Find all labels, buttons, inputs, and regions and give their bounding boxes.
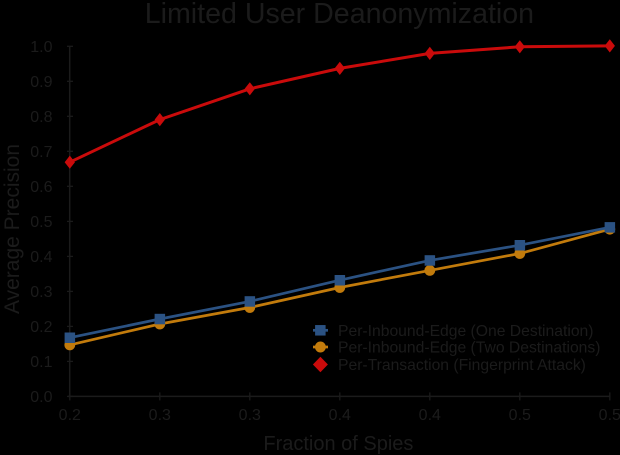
- svg-text:0.3: 0.3: [149, 407, 171, 424]
- svg-text:0.9: 0.9: [30, 74, 52, 91]
- svg-text:Limited User Deanonymization: Limited User Deanonymization: [145, 0, 534, 30]
- svg-text:0.8: 0.8: [30, 109, 52, 126]
- svg-text:0.5: 0.5: [30, 214, 52, 231]
- svg-text:0.5: 0.5: [509, 407, 531, 424]
- svg-text:Fraction of Spies: Fraction of Spies: [263, 433, 413, 455]
- svg-text:1.0: 1.0: [30, 39, 52, 56]
- svg-text:0.7: 0.7: [30, 144, 52, 161]
- svg-text:0.0: 0.0: [30, 389, 52, 406]
- svg-text:Per-Inbound-Edge (One Destinat: Per-Inbound-Edge (One Destination): [338, 323, 594, 340]
- svg-text:Average Precision: Average Precision: [1, 144, 24, 314]
- svg-text:0.5: 0.5: [599, 407, 620, 424]
- svg-text:0.3: 0.3: [239, 407, 261, 424]
- svg-text:Per-Inbound-Edge (Two Destinat: Per-Inbound-Edge (Two Destinations): [338, 340, 600, 357]
- svg-text:0.1: 0.1: [30, 354, 52, 371]
- svg-text:0.4: 0.4: [329, 407, 351, 424]
- svg-text:0.4: 0.4: [30, 249, 52, 266]
- svg-text:0.6: 0.6: [30, 179, 52, 196]
- svg-text:0.2: 0.2: [59, 407, 81, 424]
- svg-text:0.3: 0.3: [30, 284, 52, 301]
- svg-text:Per-Transaction (Fingerprint A: Per-Transaction (Fingerprint Attack): [338, 357, 586, 374]
- svg-text:0.2: 0.2: [30, 319, 52, 336]
- svg-text:0.4: 0.4: [419, 407, 441, 424]
